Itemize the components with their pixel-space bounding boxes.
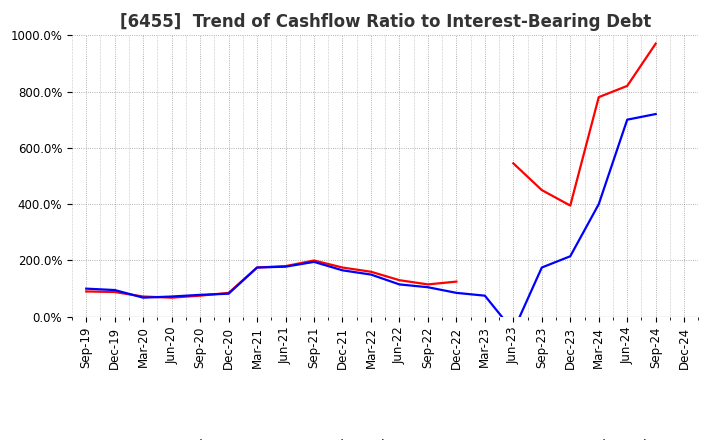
Operating CF to Interest-Bearing Debt [423,282,432,287]
Legend: Operating CF to Interest-Bearing Debt, Free CF to Interest-Bearing Debt: Operating CF to Interest-Bearing Debt, F… [109,434,661,440]
Free CF to Interest-Bearing Debt [167,294,176,299]
Free CF to Interest-Bearing Debt [595,202,603,207]
Operating CF to Interest-Bearing Debt [452,279,461,284]
Free CF to Interest-Bearing Debt [196,292,204,297]
Operating CF to Interest-Bearing Debt [196,293,204,298]
Free CF to Interest-Bearing Debt [338,268,347,273]
Free CF to Interest-Bearing Debt [82,286,91,291]
Free CF to Interest-Bearing Debt [310,259,318,264]
Operating CF to Interest-Bearing Debt [167,295,176,300]
Free CF to Interest-Bearing Debt [139,295,148,300]
Operating CF to Interest-Bearing Debt [395,278,404,283]
Operating CF to Interest-Bearing Debt [366,269,375,275]
Free CF to Interest-Bearing Debt [110,287,119,293]
Operating CF to Interest-Bearing Debt [82,289,91,294]
Free CF to Interest-Bearing Debt [537,265,546,270]
Operating CF to Interest-Bearing Debt [110,290,119,295]
Free CF to Interest-Bearing Debt [566,253,575,259]
Operating CF to Interest-Bearing Debt [225,290,233,296]
Operating CF to Interest-Bearing Debt [310,258,318,263]
Operating CF to Interest-Bearing Debt [253,265,261,270]
Operating CF to Interest-Bearing Debt [338,265,347,270]
Line: Free CF to Interest-Bearing Debt: Free CF to Interest-Bearing Debt [86,114,656,331]
Free CF to Interest-Bearing Debt [480,293,489,298]
Free CF to Interest-Bearing Debt [225,291,233,297]
Free CF to Interest-Bearing Debt [366,272,375,277]
Operating CF to Interest-Bearing Debt [139,294,148,299]
Free CF to Interest-Bearing Debt [452,290,461,296]
Line: Operating CF to Interest-Bearing Debt: Operating CF to Interest-Bearing Debt [86,260,456,297]
Free CF to Interest-Bearing Debt [623,117,631,122]
Free CF to Interest-Bearing Debt [395,282,404,287]
Free CF to Interest-Bearing Debt [509,328,518,334]
Free CF to Interest-Bearing Debt [423,285,432,290]
Free CF to Interest-Bearing Debt [282,264,290,269]
Free CF to Interest-Bearing Debt [652,111,660,117]
Title: [6455]  Trend of Cashflow Ratio to Interest-Bearing Debt: [6455] Trend of Cashflow Ratio to Intere… [120,13,651,31]
Free CF to Interest-Bearing Debt [253,265,261,270]
Operating CF to Interest-Bearing Debt [282,264,290,269]
